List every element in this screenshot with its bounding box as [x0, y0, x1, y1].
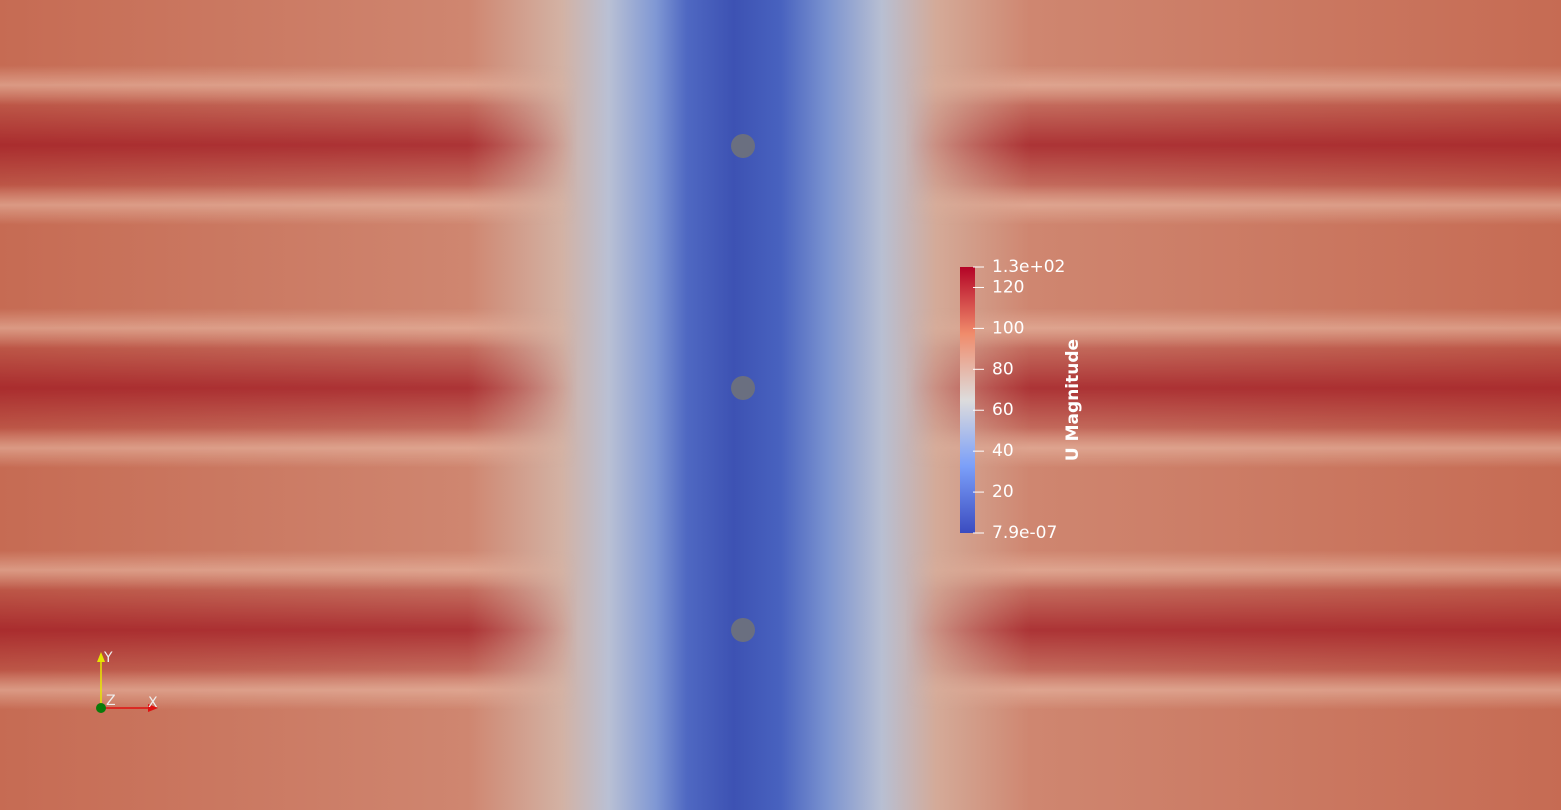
cylinder [731, 376, 755, 400]
tick-label: 1.3e+02 [992, 257, 1065, 277]
tick-label: 120 [992, 277, 1024, 297]
y-label: Y [103, 650, 113, 666]
cylinder [731, 134, 755, 158]
tick-label: 20 [992, 482, 1014, 502]
field-bands [0, 65, 1561, 710]
x-label: X [148, 695, 158, 711]
color-bar [960, 267, 975, 533]
axes-triad: Y X Z [96, 650, 158, 713]
y-arrow [97, 652, 105, 662]
z-label: Z [106, 693, 116, 709]
cylinder [731, 618, 755, 642]
tick-label: 40 [992, 441, 1014, 461]
color-legend-title: U Magnitude [1063, 339, 1083, 461]
tick-label: 7.9e-07 [992, 523, 1057, 543]
z-axis [96, 703, 106, 713]
tick-label: 60 [992, 400, 1014, 420]
x-arrow [148, 704, 158, 712]
tick-label: 80 [992, 359, 1014, 379]
tick-label: 100 [992, 318, 1024, 338]
